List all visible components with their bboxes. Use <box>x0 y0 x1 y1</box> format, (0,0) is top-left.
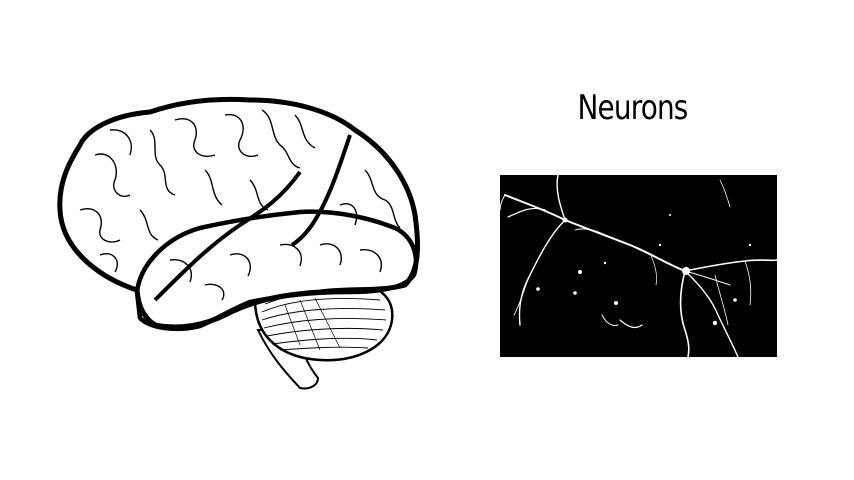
neuron-processes <box>500 175 777 357</box>
neuron-micrograph <box>500 175 777 357</box>
micrograph-background <box>500 175 777 357</box>
lateral-fissure <box>153 170 302 302</box>
central-sulcus <box>290 134 352 247</box>
gyri-lines <box>79 109 401 301</box>
neurons-title: Neurons <box>577 88 688 128</box>
brain-illustration <box>57 96 421 390</box>
cell-bodies <box>536 214 752 326</box>
temporal-lobe <box>134 209 419 332</box>
